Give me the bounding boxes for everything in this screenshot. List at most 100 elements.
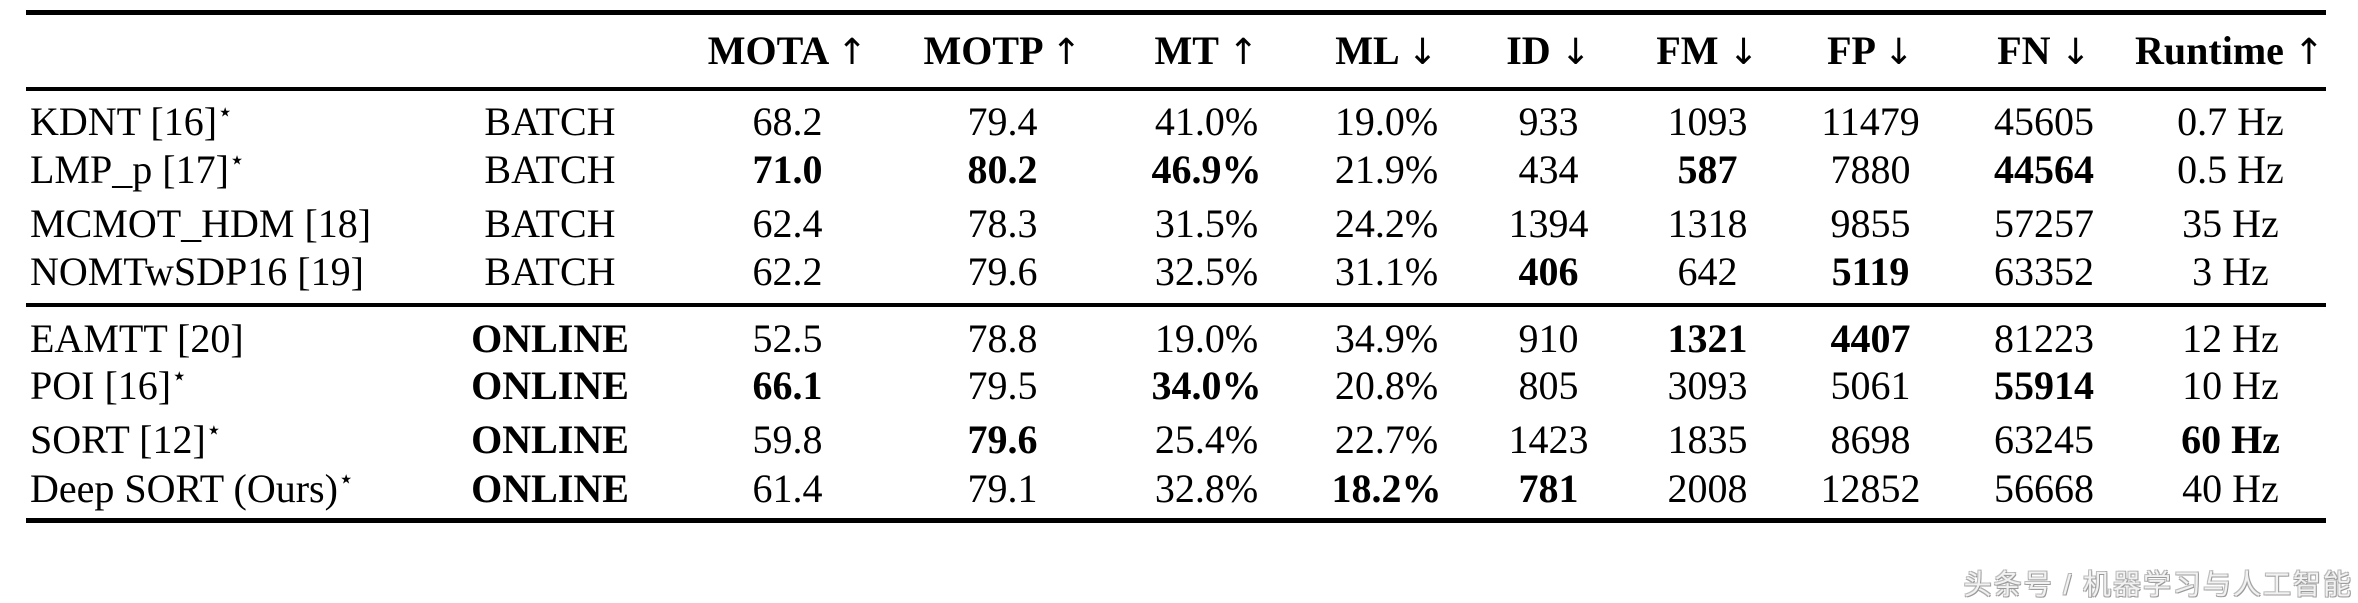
fn-cell: 57257 <box>1994 200 2094 246</box>
id-cell: 933 <box>1518 98 1579 144</box>
column-header-runtime: Runtime ↑ <box>2135 27 2325 73</box>
star-icon: ⋆ <box>228 145 246 175</box>
up-arrow-icon: ↑ <box>1228 31 1259 73</box>
method-cell: KDNT [16]⋆ <box>30 97 234 144</box>
down-arrow-icon: ↓ <box>2060 31 2091 73</box>
runtime-cell: 10 Hz <box>2182 362 2279 408</box>
mota-cell: 66.1 <box>752 362 823 408</box>
runtime-cell: 60 Hz <box>2181 416 2280 462</box>
fp-cell: 8698 <box>1830 416 1911 462</box>
mode-cell: ONLINE <box>471 416 629 462</box>
down-arrow-icon: ↓ <box>1560 31 1591 73</box>
fm-cell: 1835 <box>1667 416 1748 462</box>
runtime-cell: 3 Hz <box>2192 248 2269 294</box>
mt-cell: 25.4% <box>1154 416 1259 462</box>
mode-cell: ONLINE <box>471 466 629 512</box>
fm-cell: 3093 <box>1667 362 1748 408</box>
ml-cell: 22.7% <box>1334 416 1439 462</box>
down-arrow-icon: ↓ <box>1728 31 1759 73</box>
column-header-method <box>26 13 420 89</box>
runtime-cell: 0.5 Hz <box>2177 146 2284 192</box>
mode-cell: ONLINE <box>471 315 629 361</box>
mt-cell: 32.8% <box>1154 466 1259 512</box>
watermark: 头条号 / 机器学习与人工智能 <box>1963 569 2353 600</box>
id-cell: 434 <box>1518 146 1579 192</box>
star-icon: ⋆ <box>205 415 223 445</box>
mode-cell: ONLINE <box>471 362 629 408</box>
column-header-fn: FN ↓ <box>1997 27 2091 73</box>
table-row: LMP_p [17]⋆ BATCH 71.0 80.2 46.9% 21.9% 434 587… <box>26 143 2326 197</box>
table-row: NOMTwSDP16 [19] BATCH 62.2 79.6 32.5% 31.1% 40… <box>26 251 2326 305</box>
online-section: EAMTT [20] ONLINE 52.5 78.8 19.0% 34.9% 910 132… <box>26 305 2326 521</box>
ml-cell: 18.2% <box>1331 466 1442 512</box>
table-row: MCMOT_HDM [18] BATCH 62.4 78.3 31.5% 24.2% 139… <box>26 197 2326 251</box>
motp-cell: 79.6 <box>967 416 1038 462</box>
column-header-ml: ML ↓ <box>1335 27 1438 73</box>
table-row: KDNT [16]⋆ BATCH 68.2 79.4 41.0% 19.0% 933 1093… <box>26 89 2326 143</box>
ml-cell: 19.0% <box>1334 98 1439 144</box>
ml-cell: 24.2% <box>1334 200 1439 246</box>
motp-cell: 79.6 <box>967 248 1038 294</box>
ml-cell: 21.9% <box>1334 146 1439 192</box>
motp-cell: 79.1 <box>967 466 1038 512</box>
fn-cell: 44564 <box>1994 146 2094 192</box>
fp-cell: 11479 <box>1821 98 1920 144</box>
fn-cell: 63245 <box>1994 416 2094 462</box>
table-row: EAMTT [20] ONLINE 52.5 78.8 19.0% 34.9% 910 132… <box>26 305 2326 359</box>
ml-cell: 34.9% <box>1334 315 1439 361</box>
mode-cell: BATCH <box>484 98 616 144</box>
fm-cell: 587 <box>1677 146 1738 192</box>
id-cell: 406 <box>1518 248 1579 294</box>
id-cell: 1394 <box>1508 200 1589 246</box>
method-cell: LMP_p [17]⋆ <box>30 145 246 192</box>
motp-cell: 78.8 <box>967 315 1038 361</box>
fm-cell: 1093 <box>1667 98 1748 144</box>
star-icon: ⋆ <box>171 361 188 391</box>
motp-cell: 80.2 <box>967 146 1038 192</box>
mota-cell: 61.4 <box>752 466 823 512</box>
id-cell: 781 <box>1518 466 1579 512</box>
star-icon: ⋆ <box>337 464 355 494</box>
star-icon: ⋆ <box>217 97 234 127</box>
fm-cell: 1318 <box>1667 200 1748 246</box>
mode-cell: BATCH <box>484 146 616 192</box>
id-cell: 1423 <box>1508 416 1589 462</box>
results-table: MOTA ↑ MOTP ↑ MT ↑ ML ↓ ID ↓ FM ↓ FP ↓ FN ↓ Runt… <box>26 10 2326 523</box>
column-header-id: ID ↓ <box>1506 27 1591 73</box>
fp-cell: 12852 <box>1820 466 1921 512</box>
mota-cell: 59.8 <box>752 416 823 462</box>
method-cell: POI [16]⋆ <box>30 361 188 408</box>
fp-cell: 7880 <box>1830 146 1911 192</box>
fn-cell: 45605 <box>1994 98 2094 144</box>
fm-cell: 642 <box>1677 248 1738 294</box>
ml-cell: 31.1% <box>1334 248 1439 294</box>
id-cell: 910 <box>1518 315 1579 361</box>
fm-cell: 1321 <box>1667 315 1748 361</box>
mota-cell: 62.4 <box>752 200 823 246</box>
column-header-mode <box>420 13 680 89</box>
column-header-mota: MOTA ↑ <box>707 27 868 73</box>
mt-cell: 31.5% <box>1154 200 1259 246</box>
runtime-cell: 0.7 Hz <box>2177 98 2284 144</box>
column-header-fp: FP ↓ <box>1827 27 1914 73</box>
mode-cell: BATCH <box>484 200 616 246</box>
fp-cell: 5119 <box>1831 248 1910 294</box>
column-header-fm: FM ↓ <box>1656 27 1759 73</box>
fp-cell: 4407 <box>1830 315 1911 361</box>
mt-cell: 34.0% <box>1151 362 1262 408</box>
mt-cell: 46.9% <box>1151 146 1262 192</box>
motp-cell: 79.4 <box>967 98 1038 144</box>
down-arrow-icon: ↓ <box>1883 31 1914 73</box>
fp-cell: 9855 <box>1830 200 1911 246</box>
ml-cell: 20.8% <box>1334 362 1439 408</box>
method-cell: EAMTT [20] <box>30 315 244 361</box>
header-row: MOTA ↑ MOTP ↑ MT ↑ ML ↓ ID ↓ FM ↓ FP ↓ FN ↓ Runt… <box>26 13 2326 89</box>
runtime-cell: 12 Hz <box>2182 315 2279 361</box>
method-cell: Deep SORT (Ours)⋆ <box>30 464 355 512</box>
mota-cell: 68.2 <box>752 98 823 144</box>
column-header-motp: MOTP ↑ <box>923 27 1082 73</box>
fn-cell: 56668 <box>1994 466 2094 512</box>
fm-cell: 2008 <box>1667 466 1748 512</box>
mota-cell: 52.5 <box>752 315 823 361</box>
